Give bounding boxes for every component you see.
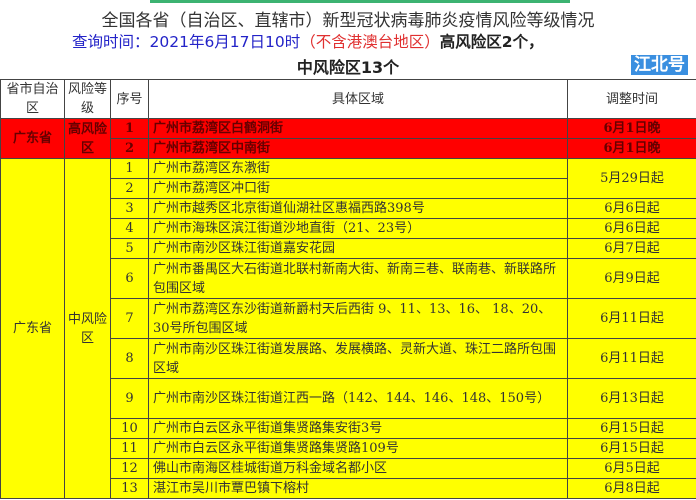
row-number: 10 <box>110 418 149 439</box>
row-number: 9 <box>110 378 149 419</box>
exclusion-note: （不含港澳台地区） <box>300 33 440 51</box>
area-cell: 佛山市南海区桂城街道万科金域名都小区 <box>148 458 568 479</box>
table-row: 广东省 中风险区 1 广州市荔湾区东漖街 5月29日起 <box>0 158 696 499</box>
table-row: 8 广州市南沙区珠江街道发展路、发展横路、灵新大道、珠江二路所包围区域 6月11日起 <box>1 338 696 379</box>
row-number: 1 <box>110 158 149 179</box>
risk-table: 省市自治区 风险等级 序号 具体区域 调整时间 广东省 高风险区 1 广州市荔湾区白鹤… <box>0 79 696 499</box>
table-row: 11 广州市白云区永平街道集贤路集贤路109号 6月15日起 <box>1 438 696 459</box>
time-cell: 5月29日起 <box>567 158 696 199</box>
header-level: 风险等级 <box>64 79 111 119</box>
area-cell: 广州市荔湾区白鹤洞街 <box>148 118 568 139</box>
area-cell: 广州市荔湾区中南街 <box>148 138 568 159</box>
area-cell: 广州市荔湾区东沙街道新爵村天后西街 9、11、13、16、 18、20、30号所… <box>148 298 568 339</box>
table-row: 广东省 高风险区 1 广州市荔湾区白鹤洞街 6月1日晚 <box>0 118 696 159</box>
table-row: 6 广州市番禺区大石街道北联村新南大街、新南三巷、联南巷、新联路所包围区域 6月9日… <box>1 258 696 299</box>
table-row: 12 佛山市南海区桂城街道万科金域名都小区 6月5日起 <box>1 458 696 479</box>
time-cell: 6月1日晚 <box>567 118 696 139</box>
time-cell: 6月11日起 <box>567 298 696 339</box>
subtitle-line: 查询时间：2021年6月17日10时（不含港澳台地区）高风险区2个， <box>72 30 544 52</box>
header-no: 序号 <box>110 79 149 119</box>
time-cell: 6月8日起 <box>567 478 696 499</box>
header-province: 省市自治区 <box>0 79 65 119</box>
top-accent-bar <box>150 0 570 3</box>
time-cell: 6月15日起 <box>567 418 696 439</box>
row-number: 3 <box>110 198 149 219</box>
province-cell: 广东省 <box>0 158 65 499</box>
row-number: 7 <box>110 298 149 339</box>
table-row: 7 广州市荔湾区东沙街道新爵村天后西街 9、11、13、16、 18、20、30号… <box>1 298 696 339</box>
area-cell: 广州市越秀区北京街道仙湖社区惠福西路398号 <box>148 198 568 219</box>
watermark: 江北号 <box>631 55 688 75</box>
row-number: 8 <box>110 338 149 379</box>
area-cell: 广州市番禺区大石街道北联村新南大街、新南三巷、联南巷、新联路所包围区域 <box>148 258 568 299</box>
table-row: 3 广州市越秀区北京街道仙湖社区惠福西路398号 6月6日起 <box>1 198 696 219</box>
area-cell: 广州市南沙区珠江街道发展路、发展横路、灵新大道、珠江二路所包围区域 <box>148 338 568 379</box>
time-cell: 6月15日起 <box>567 438 696 459</box>
table-row: 4 广州市海珠区滨江街道沙地直街（21、23号） 6月6日起 <box>1 218 696 239</box>
time-cell: 6月6日起 <box>567 218 696 239</box>
risk-level-cell: 高风险区 <box>64 118 111 159</box>
area-cell: 湛江市吴川市覃巴镇下榕村 <box>148 478 568 499</box>
area-cell: 广州市白云区永平街道集贤路集安街3号 <box>148 418 568 439</box>
header-time: 调整时间 <box>567 79 696 119</box>
page-title: 全国各省（自治区、直辖市）新型冠状病毒肺炎疫情风险等级情况 <box>101 11 595 31</box>
area-cell: 广州市荔湾区冲口街 <box>148 178 568 199</box>
risk-level-cell: 中风险区 <box>64 158 111 499</box>
row-number: 4 <box>110 218 149 239</box>
table-row: 5 广州市南沙区珠江街道嘉安花园 6月7日起 <box>1 238 696 259</box>
time-cell: 6月9日起 <box>567 258 696 299</box>
row-number: 6 <box>110 258 149 299</box>
province-cell: 广东省 <box>0 118 65 159</box>
row-number: 13 <box>110 478 149 499</box>
time-cell: 6月6日起 <box>567 198 696 219</box>
time-cell: 6月1日晚 <box>567 138 696 159</box>
row-number: 12 <box>110 458 149 479</box>
area-cell: 广州市白云区永平街道集贤路集贤路109号 <box>148 438 568 459</box>
query-time: 查询时间：2021年6月17日10时 <box>72 33 301 51</box>
time-cell: 6月13日起 <box>567 378 696 419</box>
table-row: 13 湛江市吴川市覃巴镇下榕村 6月8日起 <box>1 478 696 499</box>
area-cell: 广州市海珠区滨江街道沙地直街（21、23号） <box>148 218 568 239</box>
area-cell: 广州市荔湾区东漖街 <box>148 158 568 179</box>
header-row: 省市自治区 风险等级 序号 具体区域 调整时间 <box>0 79 696 119</box>
table-row: 2 广州市荔湾区冲口街 <box>1 178 696 199</box>
mid-count: 中风险区13个 <box>296 58 400 77</box>
high-count: 高风险区2个， <box>439 33 544 51</box>
row-number: 2 <box>110 138 149 159</box>
row-number: 2 <box>110 178 149 199</box>
area-cell: 广州市南沙区珠江街道江西一路（142、144、146、148、150号） <box>148 378 568 419</box>
time-cell: 6月5日起 <box>567 458 696 479</box>
time-cell: 6月7日起 <box>567 238 696 259</box>
header-area: 具体区域 <box>148 79 568 119</box>
area-cell: 广州市南沙区珠江街道嘉安花园 <box>148 238 568 259</box>
row-number: 1 <box>110 118 149 139</box>
row-number: 11 <box>110 438 149 459</box>
time-cell: 6月11日起 <box>567 338 696 379</box>
row-number: 5 <box>110 238 149 259</box>
